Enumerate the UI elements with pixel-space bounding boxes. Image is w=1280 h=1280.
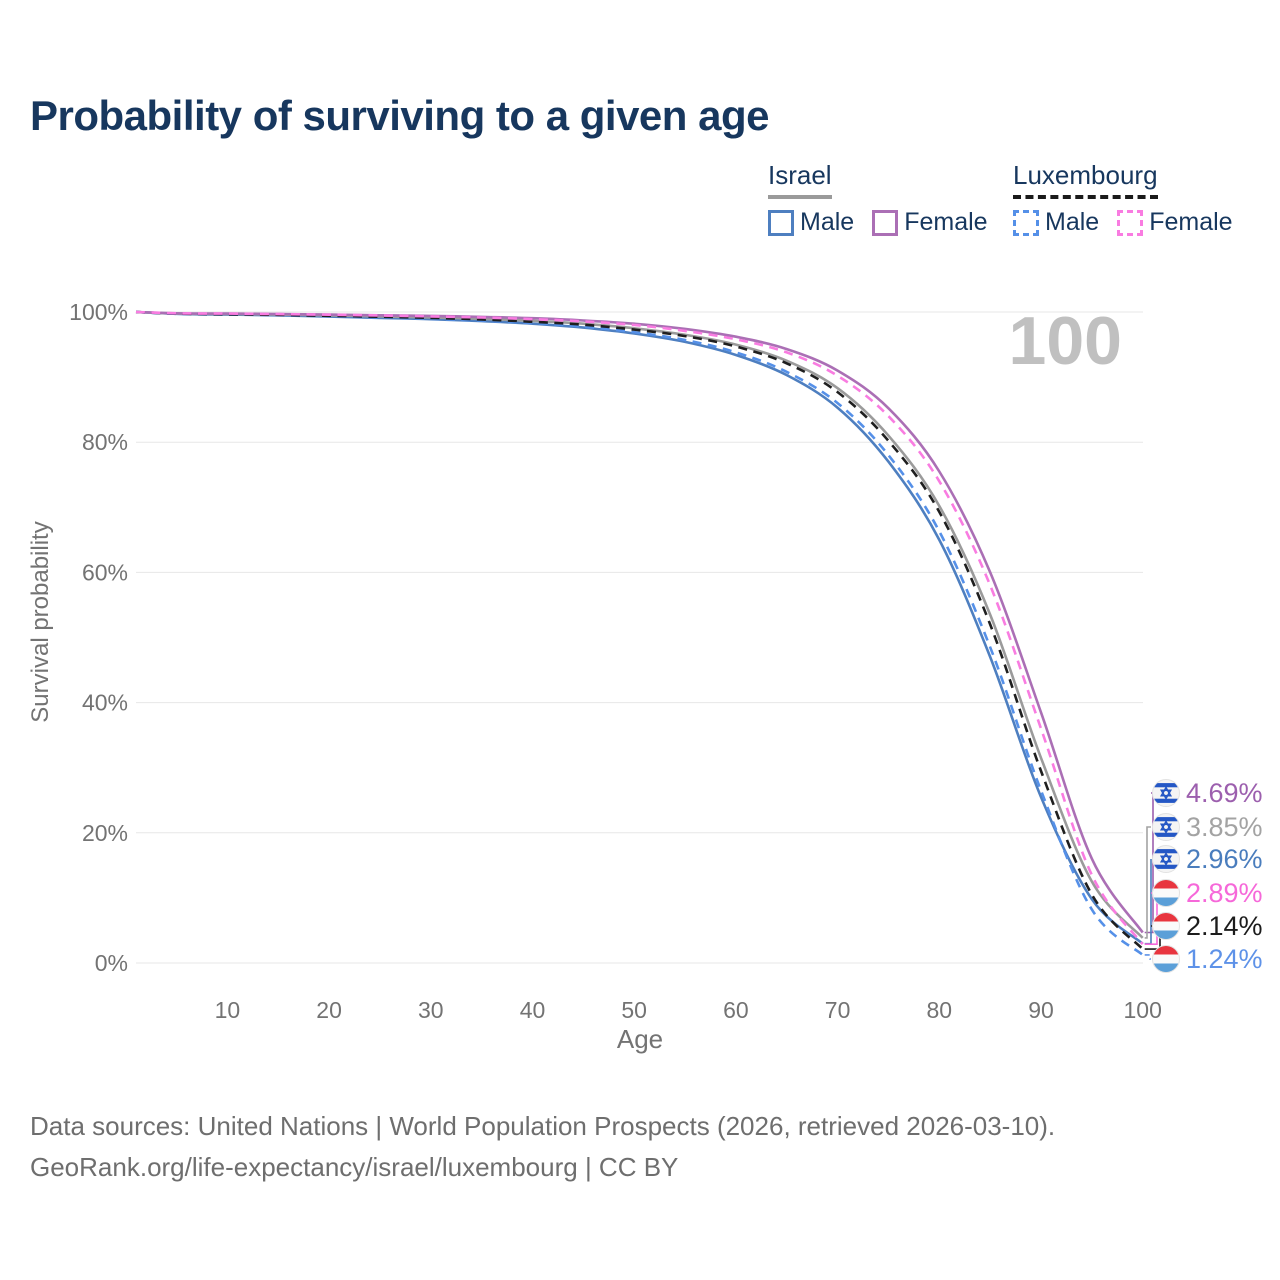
end-label-value: 3.85% (1186, 812, 1263, 842)
end-label-connector (1144, 859, 1152, 945)
y-tick-label: 80% (82, 429, 128, 455)
data-sources-line1: Data sources: United Nations | World Pop… (30, 1111, 1056, 1141)
star-of-david-icon (1159, 786, 1173, 797)
legend-item-label-israel-female: Female (904, 208, 988, 236)
end-label-israel-female: 4.69% (1144, 778, 1263, 934)
end-label-luxembourg-male: 1.24% (1144, 944, 1263, 974)
watermark-age-100: 100 (1009, 303, 1122, 379)
end-label-connector (1144, 954, 1151, 960)
page-title: Probability of surviving to a given age (30, 92, 769, 139)
x-tick-label: 40 (520, 997, 546, 1023)
star-of-david-icon (1159, 820, 1173, 831)
star-of-david-icon (1159, 852, 1173, 863)
y-tick-label: 40% (82, 690, 128, 716)
end-label-israel: 3.85% (1144, 812, 1263, 939)
legend-item-label-israel-male: Male (800, 208, 855, 236)
y-tick-label: 20% (82, 820, 128, 846)
legend-group-title-luxembourg[interactable]: Luxembourg (1013, 160, 1158, 199)
legend-item-luxembourg-male[interactable]: Male (1013, 208, 1099, 237)
star-of-david-icon (1159, 823, 1173, 834)
curve-israel-female[interactable] (135, 310, 1144, 934)
israel-flag-icon (1152, 779, 1180, 807)
legend-group-israel: Israel Male Female (768, 160, 988, 237)
end-label-israel-male: 2.96% (1144, 844, 1263, 945)
legend-item-label-luxembourg-female: Female (1149, 208, 1233, 236)
luxembourg-male-swatch-icon (1013, 209, 1039, 236)
legend-group-luxembourg: Luxembourg Male Female (1013, 160, 1233, 237)
end-label-value: 1.24% (1186, 944, 1263, 974)
x-tick-label: 90 (1028, 997, 1054, 1023)
israel-female-swatch-icon (872, 209, 899, 236)
end-label-value: 2.14% (1186, 911, 1263, 941)
israel-male-swatch-icon (768, 209, 794, 236)
data-sources-line2: GeoRank.org/life-expectancy/israel/luxem… (30, 1152, 679, 1182)
end-label-value: 2.89% (1186, 878, 1263, 908)
star-of-david-icon (1159, 855, 1173, 866)
x-tick-label: 80 (927, 997, 953, 1023)
end-label-connector (1144, 826, 1151, 939)
curve-luxembourg-male[interactable] (135, 310, 1144, 956)
x-tick-label: 10 (215, 997, 241, 1023)
israel-flag-icon (1152, 845, 1180, 873)
curve-luxembourg-female[interactable] (135, 310, 1144, 945)
end-label-luxembourg: 2.14% (1144, 911, 1263, 950)
end-label-value: 2.96% (1186, 844, 1263, 874)
x-tick-label: 70 (825, 997, 851, 1023)
y-axis-title: Survival probability (27, 521, 54, 722)
x-tick-label: 30 (418, 997, 444, 1023)
y-tick-label: 0% (95, 950, 128, 976)
star-of-david-icon (1159, 789, 1173, 800)
data-sources: Data sources: United Nations | World Pop… (30, 1106, 1055, 1188)
legend: Israel Male Female Luxembourg Male (0, 160, 1280, 250)
x-tick-label: 60 (723, 997, 749, 1023)
x-tick-label: 20 (316, 997, 342, 1023)
x-tick-label: 50 (621, 997, 647, 1023)
end-label-luxembourg-female: 2.89% (1144, 878, 1263, 945)
end-label-value: 4.69% (1186, 778, 1263, 808)
luxembourg-flag-icon (1152, 945, 1180, 973)
legend-group-title-israel[interactable]: Israel (768, 160, 832, 199)
luxembourg-female-swatch-icon (1117, 209, 1144, 236)
y-tick-label: 100% (69, 299, 128, 325)
luxembourg-flag-icon (1152, 912, 1180, 940)
legend-item-israel-male[interactable]: Male (768, 208, 854, 237)
legend-row-israel: Male Female (768, 208, 988, 237)
x-axis-title: Age (617, 1024, 663, 1054)
curve-luxembourg[interactable] (135, 310, 1144, 951)
luxembourg-flag-icon (1152, 879, 1180, 907)
legend-item-luxembourg-female[interactable]: Female (1117, 208, 1233, 237)
legend-row-luxembourg: Male Female (1013, 208, 1233, 237)
x-tick-label: 100 (1124, 997, 1162, 1023)
legend-item-israel-female[interactable]: Female (872, 208, 988, 237)
israel-flag-icon (1152, 813, 1180, 841)
legend-item-label-luxembourg-male: Male (1045, 208, 1100, 236)
y-tick-label: 60% (82, 559, 128, 585)
